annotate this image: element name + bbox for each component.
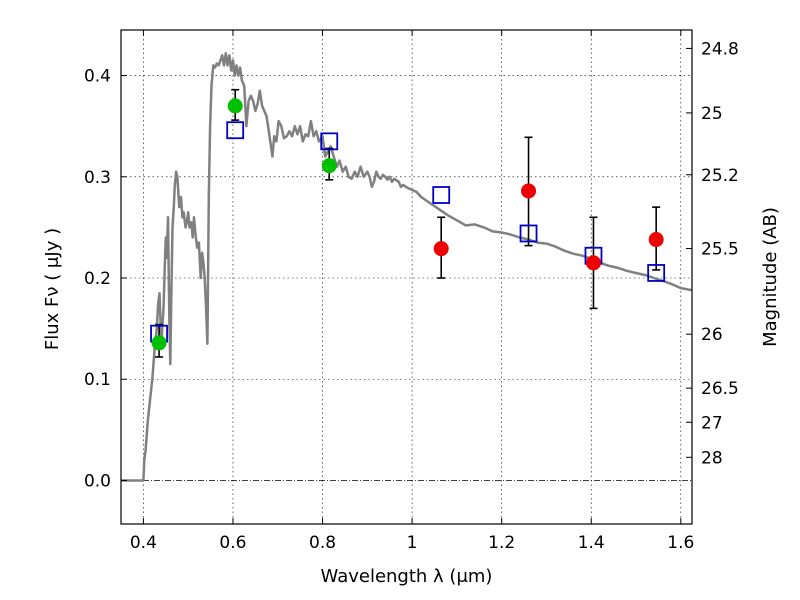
x-tick-label: 0.6 [219, 533, 246, 553]
axes: 0.4 0.6 0.8 1 1.2 1.4 1.6 0.0 0.1 0.2 0.3 0.4 24.8 25… [84, 30, 739, 553]
x-tick-label: 1.4 [578, 533, 605, 553]
infrared-measurement-point [433, 241, 449, 257]
plot-frame [120, 29, 693, 525]
x-tick-label: 0.4 [130, 533, 157, 553]
model-photometry-square [432, 186, 451, 204]
mag-tick-label: 28 [701, 448, 723, 468]
y-axis-label: Flux Fν ( μJy ) [42, 228, 63, 350]
mag-tick-label: 26 [701, 325, 723, 345]
model-photometry-square [320, 132, 339, 151]
mag-tick-label: 25.5 [701, 240, 739, 260]
optical-measurement-point [321, 158, 337, 174]
mag-tick-label: 25.2 [701, 166, 739, 186]
model-photometry-square [519, 224, 538, 243]
infrared-measurement-point [585, 255, 601, 271]
x-tick-label: 1 [407, 533, 418, 553]
y-tick-label: 0.4 [84, 67, 111, 87]
y-tick-label: 0.3 [84, 168, 111, 188]
mag-tick-label: 24.8 [701, 39, 739, 59]
mag-tick-label: 27 [701, 413, 723, 433]
y-tick-label: 0.2 [84, 269, 111, 289]
x-tick-label: 1.6 [667, 533, 694, 553]
x-tick-label: 1.2 [488, 533, 515, 553]
plot-area [121, 52, 693, 482]
mag-tick-label: 26.5 [701, 379, 739, 399]
y2-axis-label: Magnitude (AB) [760, 207, 781, 347]
x-axis-label: Wavelength λ (μm) [321, 566, 493, 587]
model-photometry-square [226, 121, 245, 140]
y-tick-label: 0.1 [84, 370, 111, 390]
optical-measurement-point [227, 98, 243, 114]
optical-measurement-point [151, 335, 167, 351]
y-tick-label: 0.0 [84, 471, 111, 491]
model-spectrum-line [121, 52, 693, 482]
model-photometry-square [647, 264, 666, 282]
x-tick-label: 0.8 [309, 533, 336, 553]
mag-tick-label: 25 [701, 104, 723, 124]
infrared-measurement-point [521, 183, 537, 199]
grid-lines [121, 30, 692, 524]
infrared-measurement-point [648, 232, 664, 248]
